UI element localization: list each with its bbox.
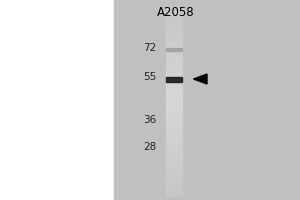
Bar — [166, 74, 182, 76]
Bar — [166, 161, 182, 163]
Bar — [166, 85, 182, 88]
Polygon shape — [194, 74, 207, 84]
Bar — [166, 186, 182, 189]
Bar — [166, 109, 182, 111]
Bar — [166, 31, 182, 34]
Text: 72: 72 — [143, 43, 156, 53]
Bar — [166, 118, 182, 121]
Bar — [166, 165, 182, 168]
Bar — [166, 114, 182, 116]
Bar — [166, 170, 182, 172]
Bar — [166, 193, 182, 196]
Bar — [166, 45, 182, 48]
Bar — [166, 17, 182, 20]
Bar — [166, 106, 182, 109]
Bar — [166, 69, 182, 71]
Bar — [166, 10, 182, 13]
Bar — [166, 156, 182, 158]
Bar — [166, 104, 182, 107]
Bar — [166, 158, 182, 161]
Bar — [166, 88, 182, 90]
Bar — [166, 67, 182, 69]
Bar — [166, 8, 182, 10]
Bar — [166, 27, 182, 29]
Bar — [166, 111, 182, 114]
Text: 28: 28 — [143, 142, 156, 152]
Bar — [166, 38, 182, 41]
Bar — [166, 175, 182, 177]
Bar — [166, 116, 182, 118]
Bar — [166, 172, 182, 175]
Bar — [166, 151, 182, 154]
Bar — [166, 121, 182, 123]
Text: 55: 55 — [143, 72, 156, 82]
Bar — [166, 52, 182, 55]
Bar — [166, 22, 182, 24]
Bar — [166, 139, 182, 142]
Bar — [166, 128, 182, 130]
Bar — [166, 62, 182, 64]
Bar — [166, 149, 182, 151]
Bar — [166, 78, 182, 81]
Bar — [166, 184, 182, 187]
Bar — [166, 144, 182, 147]
Bar — [166, 71, 182, 74]
Bar — [166, 47, 182, 50]
Bar — [166, 137, 182, 140]
Bar — [166, 81, 182, 83]
Bar — [166, 92, 182, 95]
Bar — [166, 48, 182, 50]
Bar — [166, 90, 182, 93]
Bar — [166, 132, 182, 135]
Bar — [166, 76, 182, 82]
Bar — [166, 57, 182, 60]
Bar — [166, 50, 182, 53]
Bar — [166, 177, 182, 180]
Bar — [166, 76, 182, 79]
Bar — [166, 135, 182, 137]
Text: 36: 36 — [143, 115, 156, 125]
Bar — [166, 41, 182, 43]
Bar — [166, 182, 182, 184]
Bar — [166, 24, 182, 27]
Bar — [166, 179, 182, 182]
Bar — [114, 0, 300, 200]
Bar — [166, 189, 182, 191]
Bar — [166, 20, 182, 22]
Bar — [166, 29, 182, 31]
Bar — [166, 15, 182, 17]
Bar — [166, 95, 182, 97]
Bar — [166, 55, 182, 57]
Bar — [166, 64, 182, 67]
Bar — [166, 146, 182, 149]
Bar — [166, 163, 182, 165]
Bar — [166, 83, 182, 86]
Bar — [166, 43, 182, 46]
Bar — [166, 125, 182, 128]
Bar — [166, 154, 182, 156]
Bar — [166, 168, 182, 170]
Bar — [166, 142, 182, 144]
Bar — [166, 191, 182, 194]
Bar — [166, 123, 182, 126]
Bar — [166, 36, 182, 39]
Bar — [166, 97, 182, 100]
Bar — [166, 130, 182, 133]
Bar — [166, 34, 182, 36]
Text: A2058: A2058 — [157, 6, 194, 20]
Bar — [166, 12, 182, 15]
Bar — [166, 99, 182, 102]
Bar — [166, 102, 182, 104]
Bar — [166, 60, 182, 62]
